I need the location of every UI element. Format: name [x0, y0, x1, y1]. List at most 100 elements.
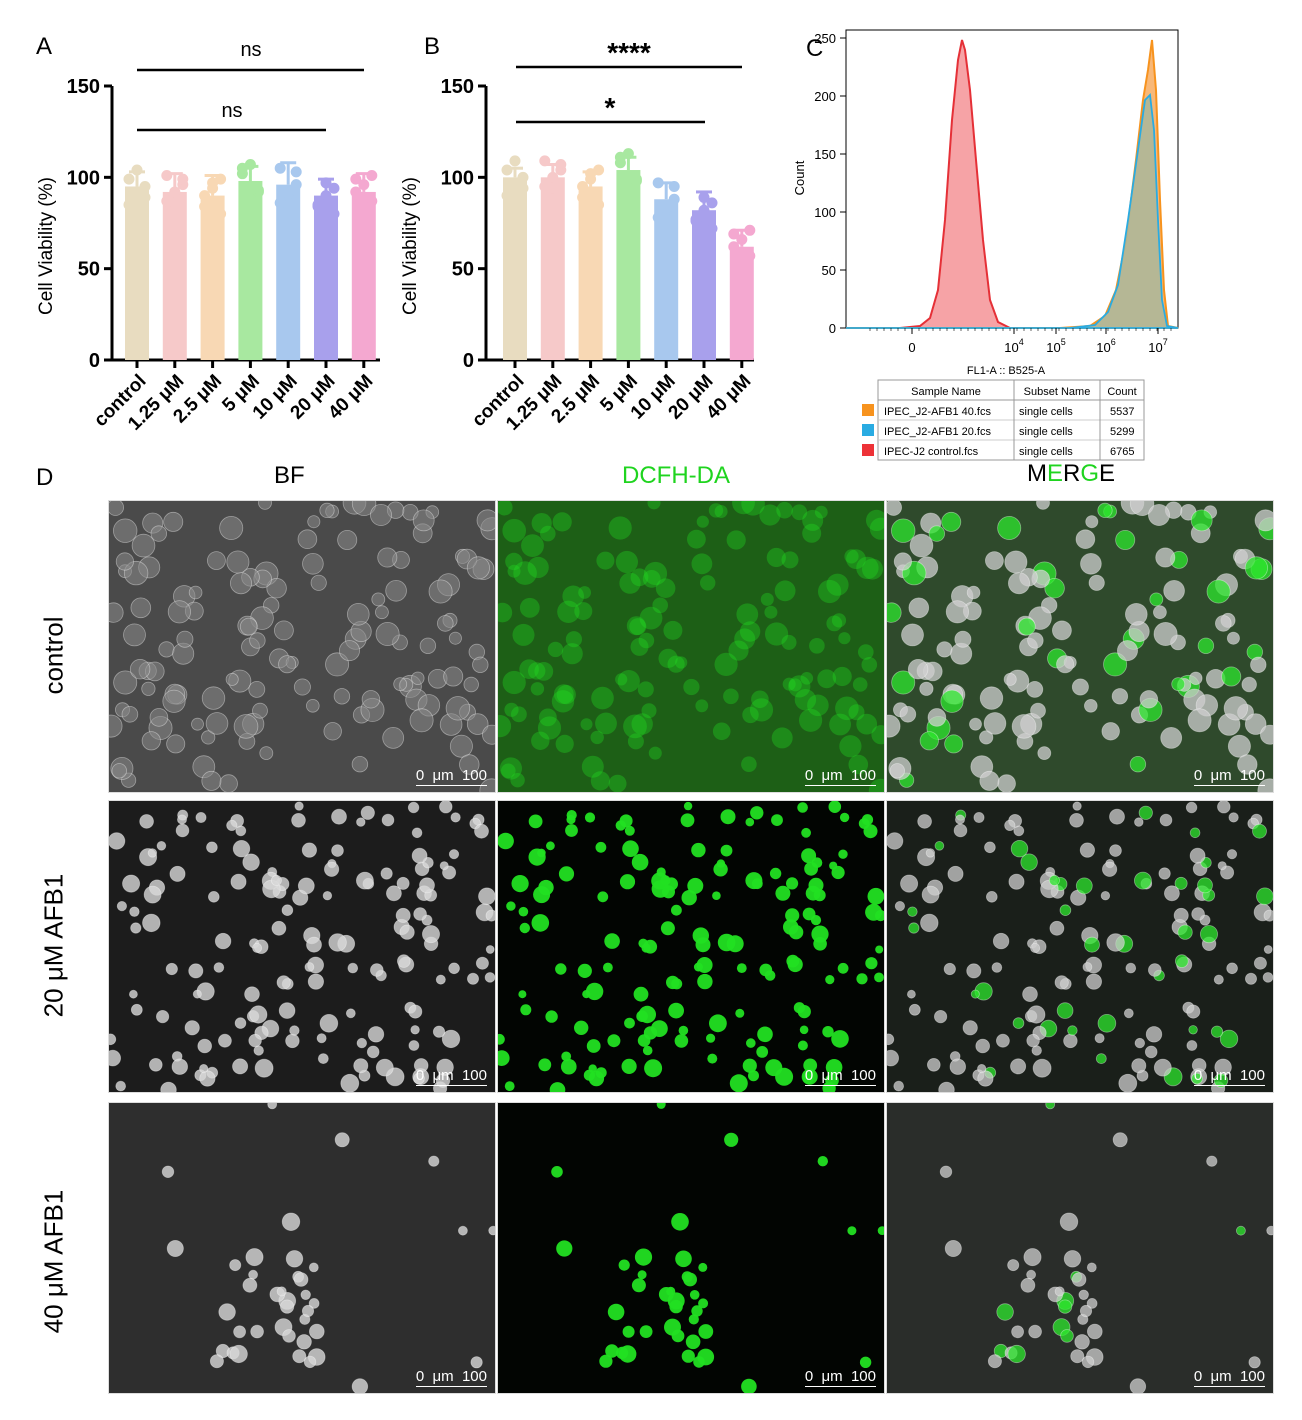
cell [1147, 503, 1170, 527]
cell [977, 1063, 987, 1074]
cell [1226, 962, 1238, 975]
cell [1241, 676, 1257, 693]
cell [428, 579, 453, 604]
cell [837, 962, 849, 974]
column-title-merge: MERGE [1027, 460, 1115, 488]
cell [1173, 907, 1189, 923]
cell [626, 616, 646, 636]
micrograph-texture [498, 801, 884, 1092]
cell [899, 706, 917, 723]
table-cell-subset: single cells [1019, 446, 1073, 458]
cell [822, 1026, 834, 1038]
cell [319, 502, 335, 518]
cell [413, 1072, 425, 1085]
cell [909, 533, 934, 558]
cell [1217, 801, 1231, 814]
micrograph-texture [939, 1103, 1273, 1393]
cell [863, 824, 878, 839]
cell [869, 517, 884, 540]
cell [934, 840, 945, 851]
cell [887, 501, 902, 516]
cell [920, 913, 939, 933]
cell [844, 549, 859, 564]
cell [794, 689, 817, 711]
cell [735, 1008, 745, 1018]
bar [578, 186, 603, 360]
sample-table: Sample Name Subset Name Count IPEC_J2-AF… [862, 379, 1145, 461]
micrograph-texture [551, 1103, 884, 1393]
cell [764, 605, 778, 619]
cell [678, 1025, 689, 1036]
data-point [698, 204, 710, 216]
cell [385, 885, 402, 902]
cell [109, 714, 123, 738]
cell [1027, 632, 1044, 649]
cell [619, 1345, 637, 1363]
cell [1023, 1248, 1042, 1267]
cell [109, 1033, 117, 1046]
cell [129, 906, 140, 917]
cell [928, 525, 946, 542]
cell [109, 832, 126, 850]
cell [232, 1058, 249, 1075]
cell [1266, 1225, 1273, 1236]
cell [1112, 1132, 1128, 1148]
cell [1186, 1004, 1201, 1019]
cell [436, 615, 454, 632]
cell [623, 714, 647, 739]
cell [340, 1073, 360, 1092]
cell [499, 757, 522, 780]
table-header-sample: Sample Name [911, 386, 981, 398]
cell [788, 675, 811, 698]
data-point [736, 259, 748, 271]
cell [448, 631, 462, 645]
cell [941, 511, 962, 532]
cell [877, 1226, 884, 1235]
cell [801, 827, 811, 838]
cell [648, 746, 662, 760]
cell [1054, 975, 1069, 990]
cell [1102, 861, 1118, 877]
cell [947, 865, 964, 882]
cell [519, 659, 539, 679]
cell [901, 623, 924, 647]
cell [618, 1259, 630, 1271]
cell [637, 681, 654, 698]
scale-bar-label: 0 μm 100 [415, 1067, 487, 1086]
cell [940, 689, 964, 713]
cell [565, 631, 582, 648]
cell [683, 801, 693, 811]
cell [585, 982, 604, 1001]
cell [552, 512, 572, 532]
cell [1051, 620, 1072, 641]
cell [1028, 1324, 1042, 1339]
cell [1129, 501, 1155, 516]
cell [1003, 672, 1017, 686]
cell [595, 712, 617, 735]
cell [278, 1002, 296, 1019]
cell [408, 1040, 420, 1051]
cell [551, 1166, 563, 1178]
cell [938, 1081, 955, 1092]
cell [1144, 1045, 1158, 1059]
cell [347, 962, 359, 974]
cell [293, 1272, 309, 1287]
cell [1206, 1155, 1218, 1167]
data-point [614, 151, 626, 163]
cell [109, 602, 124, 623]
cell [760, 592, 774, 606]
cell [742, 706, 759, 724]
cell [1063, 1033, 1078, 1049]
cell [846, 549, 866, 569]
cell [518, 906, 529, 917]
micrograph-bf-1: 0 μm 100 [108, 500, 496, 793]
cell [381, 813, 395, 827]
y-tick-label: 150 [441, 76, 474, 98]
cell [1069, 812, 1084, 828]
y-axis-label-c: Count [792, 160, 807, 195]
cell [475, 956, 489, 970]
cell [596, 551, 615, 570]
cell [169, 865, 186, 882]
cell [574, 602, 593, 621]
row-label-40um: 40 μM AFB1 [38, 1189, 69, 1334]
